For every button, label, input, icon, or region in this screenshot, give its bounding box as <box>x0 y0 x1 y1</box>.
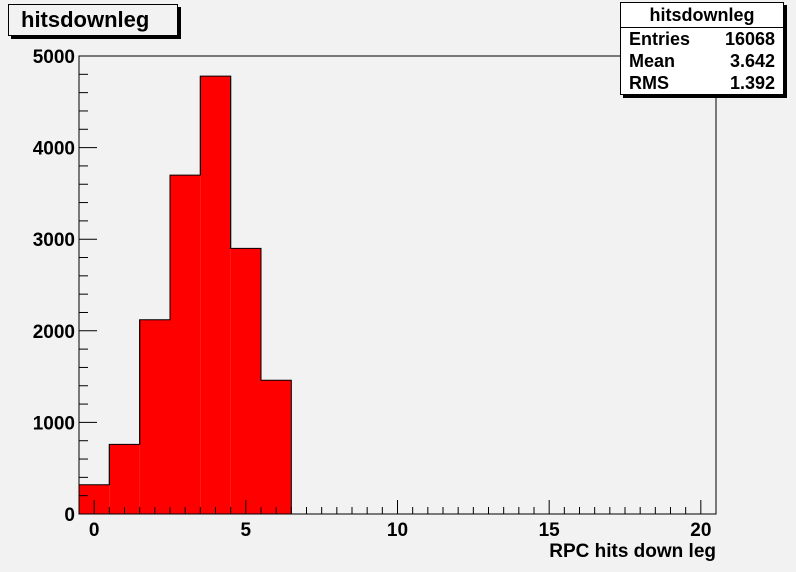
histogram-bar-1 <box>109 444 140 514</box>
y-tick-label: 2000 <box>33 322 75 343</box>
x-tick-label: 0 <box>89 520 100 541</box>
histogram-title: hitsdownleg <box>8 4 178 36</box>
histogram-bar-6 <box>261 380 292 514</box>
x-axis-ticks: 0 5 10 15 20 <box>78 500 717 541</box>
stats-value: 16068 <box>724 29 775 49</box>
histogram-bar-4 <box>200 76 231 514</box>
histogram-bars <box>78 75 292 515</box>
x-tick-label: 15 <box>539 520 561 541</box>
x-axis-label: RPC hits down leg <box>549 541 716 562</box>
stats-value: 3.642 <box>729 51 775 71</box>
histogram-bar-5 <box>230 248 261 515</box>
histogram-bar-3 <box>170 175 201 514</box>
y-tick-label: 5000 <box>33 47 75 68</box>
stats-value: 1.392 <box>729 73 775 93</box>
y-tick-label: 1000 <box>33 413 75 434</box>
stats-label: Entries <box>629 29 691 49</box>
y-tick-label: 0 <box>64 505 75 526</box>
y-tick-label: 4000 <box>33 139 75 160</box>
stats-row-entries: Entries 16068 <box>621 28 783 50</box>
stats-title: hitsdownleg <box>621 3 783 28</box>
stats-row-mean: Mean 3.642 <box>621 50 783 72</box>
x-tick-label: 20 <box>690 520 711 541</box>
y-axis-ticks: 0 1000 2000 3000 4000 5000 <box>33 47 97 526</box>
stats-label: RMS <box>629 73 669 93</box>
stats-label: Mean <box>629 51 676 71</box>
stats-box: hitsdownleg Entries 16068 Mean 3.642 RMS… <box>620 2 784 95</box>
x-tick-label: 10 <box>387 520 408 541</box>
stats-row-rms: RMS 1.392 <box>621 72 783 94</box>
y-tick-label: 3000 <box>33 230 75 251</box>
histogram-bar-2 <box>139 319 170 514</box>
x-tick-label: 5 <box>241 520 252 541</box>
